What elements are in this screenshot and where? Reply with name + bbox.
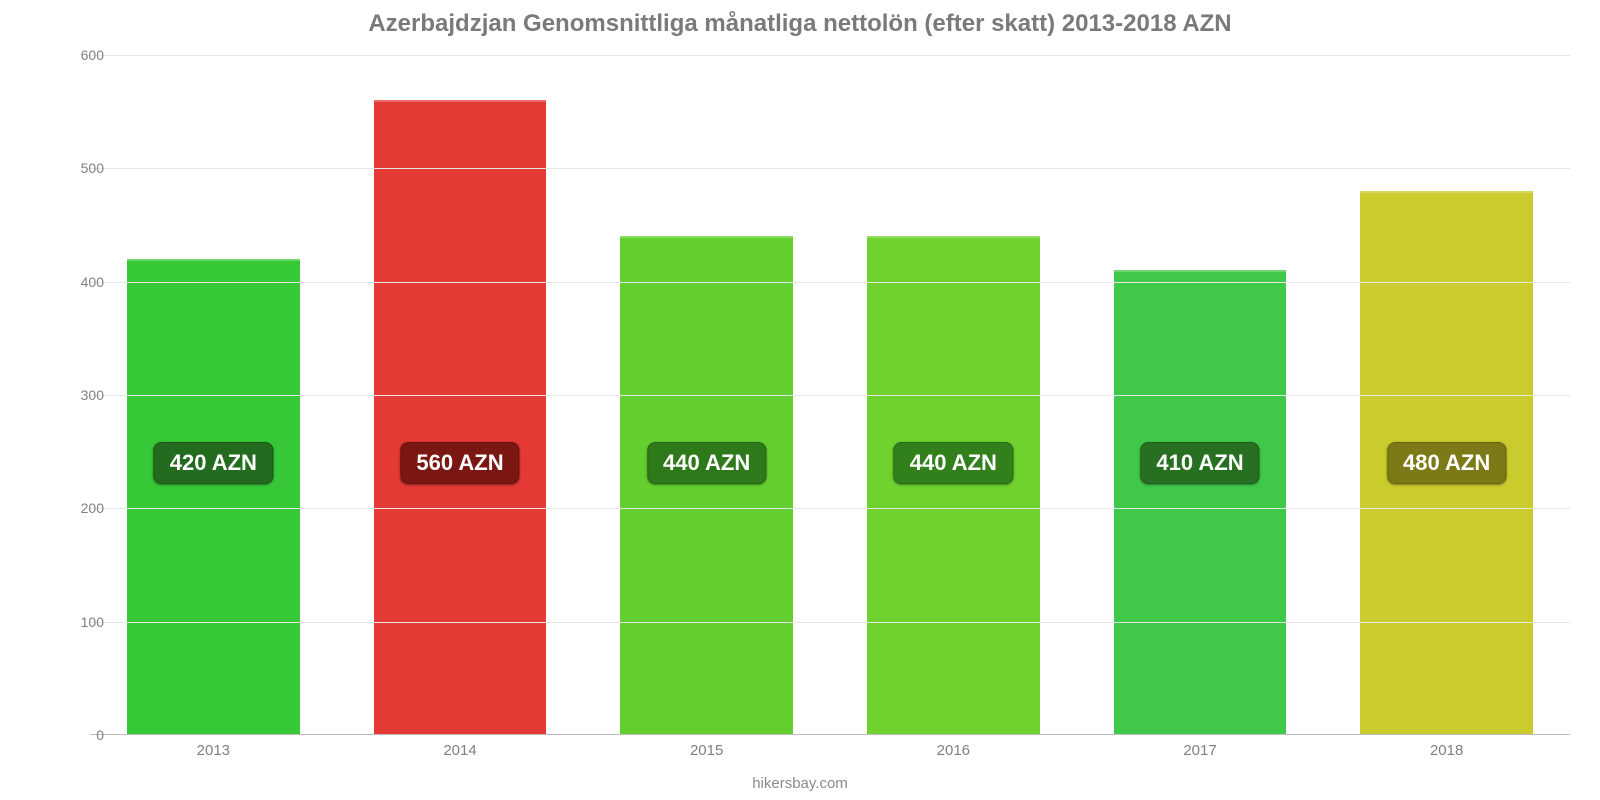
y-tick-label: 300 [24,387,104,403]
chart-title: Azerbajdzjan Genomsnittliga månatliga ne… [0,10,1600,38]
x-tick-label: 2015 [690,742,723,759]
axis-baseline [90,734,1570,735]
x-tick-label: 2018 [1430,742,1463,759]
value-badge: 440 AZN [894,442,1013,484]
bar [127,259,300,735]
grid-line [90,395,1570,396]
x-tick-label: 2013 [197,742,230,759]
bar [867,236,1040,735]
plot-area: 420 AZN 560 AZN 440 AZN 440 AZN 410 AZN 480 A… [90,55,1570,735]
bar [620,236,793,735]
x-tick-label: 2017 [1183,742,1216,759]
y-tick-label: 600 [24,47,104,63]
grid-line [90,508,1570,509]
value-badge: 410 AZN [1140,442,1259,484]
bar [374,100,547,735]
bar [1114,270,1287,735]
grid-line [90,282,1570,283]
value-badge: 560 AZN [400,442,519,484]
y-tick-label: 100 [24,614,104,630]
grid-line [90,622,1570,623]
value-badge: 420 AZN [154,442,273,484]
chart-footer: hikersbay.com [0,775,1600,792]
value-badge: 480 AZN [1387,442,1506,484]
x-tick-label: 2014 [443,742,476,759]
y-tick-label: 400 [24,274,104,290]
chart-container: Azerbajdzjan Genomsnittliga månatliga ne… [0,0,1600,800]
grid-line [90,55,1570,56]
value-badge: 440 AZN [647,442,766,484]
y-tick-label: 0 [24,727,104,743]
y-tick-label: 500 [24,160,104,176]
x-tick-label: 2016 [937,742,970,759]
y-tick-label: 200 [24,500,104,516]
grid-line [90,168,1570,169]
